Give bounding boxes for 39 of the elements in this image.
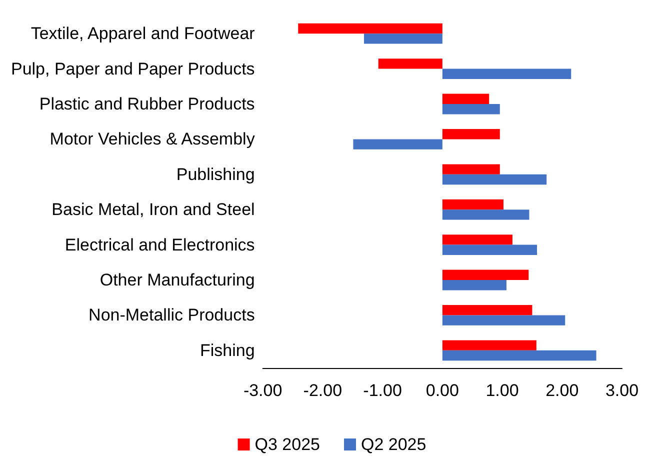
x-tick-label: 1.00: [486, 381, 519, 400]
bar: [442, 304, 532, 316]
y-tick-label: Electrical and Electronics: [64, 235, 255, 254]
bar: [442, 340, 536, 350]
bar: [442, 315, 566, 326]
y-tick-label: Publishing: [176, 164, 255, 184]
bar: [442, 280, 506, 290]
x-tick-label: 0.00: [426, 381, 459, 400]
bar: [442, 68, 572, 80]
bar: [442, 210, 530, 220]
legend-label: Q2 2025: [361, 435, 426, 454]
y-tick-label: Fishing: [200, 340, 255, 360]
bar: [442, 164, 500, 174]
y-tick-label: Basic Metal, Iron and Steel: [52, 200, 255, 220]
bar: [378, 58, 442, 69]
x-tick-label: -3.00: [243, 381, 282, 400]
bar: [442, 199, 504, 210]
x-tick-label: -1.00: [363, 381, 402, 400]
bar: [442, 244, 537, 256]
x-tick-label: 3.00: [605, 381, 639, 400]
bar: [442, 270, 529, 280]
y-tick-label: Textile, Apparel and Footwear: [30, 24, 256, 44]
y-tick-label: Motor Vehicles & Assembly: [50, 130, 256, 149]
y-tick-label: Other Manufacturing: [100, 270, 255, 290]
y-tick-label: Non-Metallic Products: [88, 306, 255, 325]
bar: [442, 128, 500, 140]
bar: [442, 104, 500, 114]
bar: [442, 234, 512, 245]
y-tick-label: Plastic and Rubber Products: [39, 94, 255, 114]
bar: [364, 34, 442, 44]
bar: [298, 23, 442, 34]
bar: [353, 139, 442, 150]
y-tick-label: Pulp, Paper and Paper Products: [10, 59, 255, 78]
bar: [442, 350, 596, 361]
x-tick-label: 2.00: [546, 381, 579, 400]
bar: [442, 174, 547, 185]
bar: [442, 94, 490, 104]
legend-label: Q3 2025: [254, 435, 320, 454]
x-tick-label: -2.00: [303, 381, 342, 400]
